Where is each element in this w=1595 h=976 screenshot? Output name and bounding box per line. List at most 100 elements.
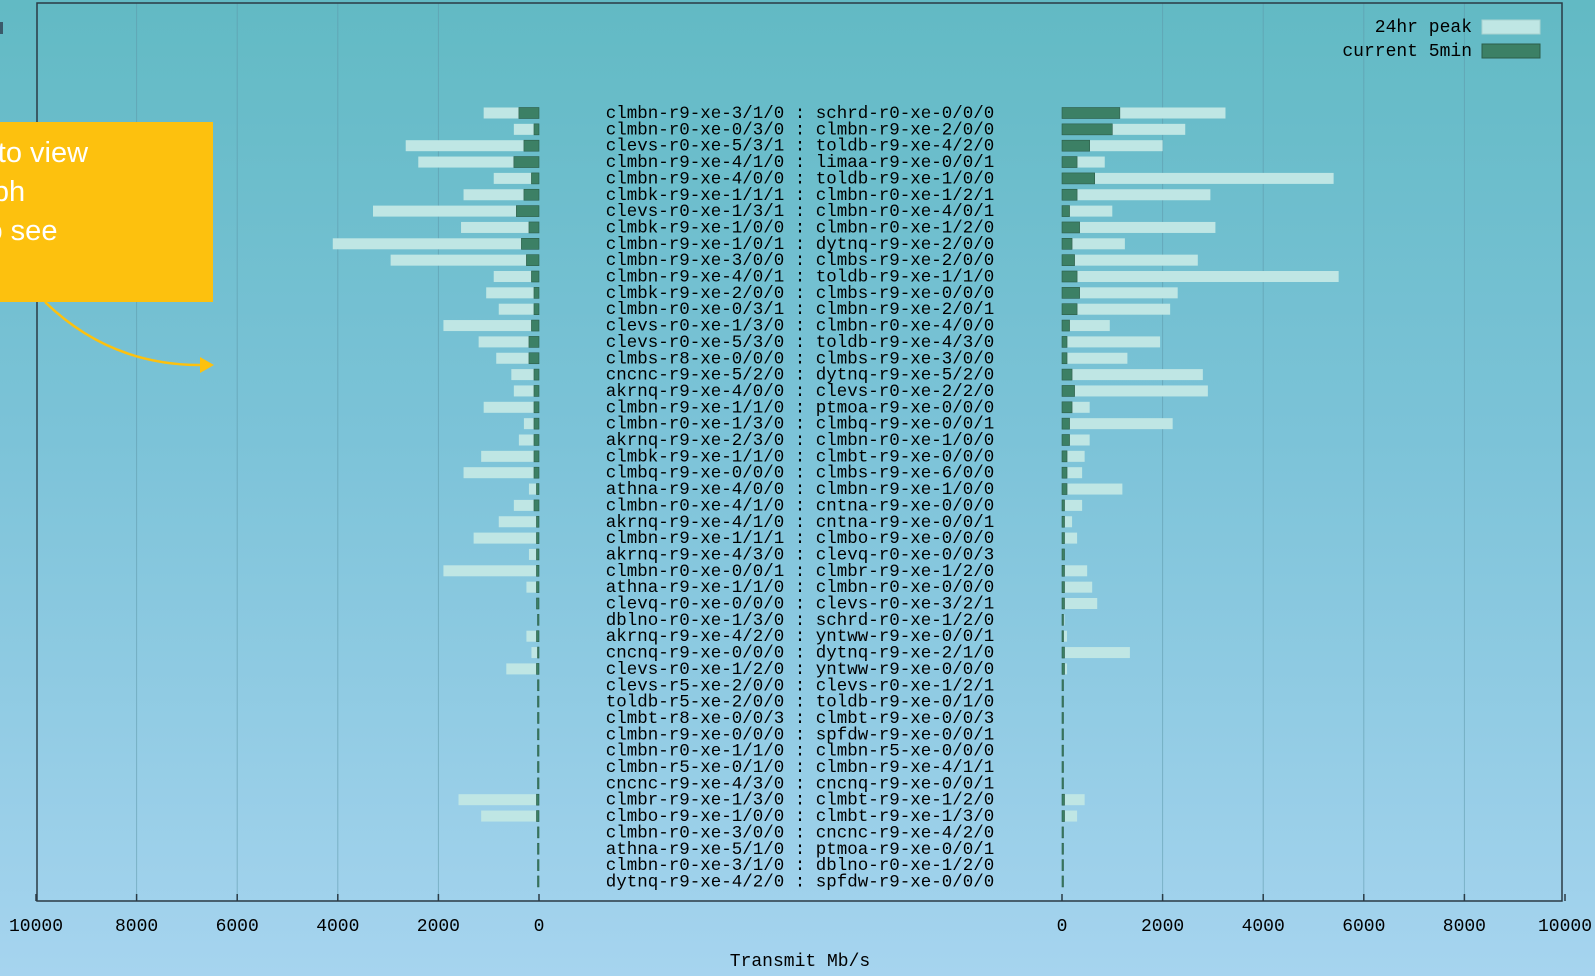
- bar-24hr-peak-left: [513, 123, 539, 135]
- bar-current-5min-left: [537, 712, 540, 724]
- callout-arrow: [44, 301, 214, 373]
- link-label: clmbn-r9-xe-4/1/0 : limaa-r9-xe-0/0/1: [606, 153, 995, 173]
- link-label: clmbn-r0-xe-3/0/0 : cncnc-r9-xe-4/2/0: [606, 823, 995, 843]
- link-label: akrnq-r9-xe-4/1/0 : cntna-r9-xe-0/0/1: [606, 513, 995, 533]
- bar-current-5min-left: [536, 597, 540, 610]
- bar-24hr-peak-right: [1062, 467, 1083, 479]
- bar-current-5min-left: [533, 287, 540, 299]
- bar-current-5min-left: [533, 401, 540, 414]
- bar-current-5min-left: [536, 515, 540, 528]
- link-label: dblno-r0-xe-1/3/0 : schrd-r0-xe-1/2/0: [606, 611, 995, 631]
- link-label: clmbk-r9-xe-1/1/1 : clmbn-r0-xe-1/2/1: [606, 186, 995, 206]
- bar-24hr-peak-right: [1062, 238, 1125, 250]
- bar-24hr-peak-right: [1062, 336, 1161, 348]
- bar-24hr-peak-right: [1062, 172, 1334, 184]
- link-label: clevq-r0-xe-0/0/0 : clevs-r0-xe-3/2/1: [606, 595, 995, 615]
- bar-current-5min-right: [1061, 761, 1064, 773]
- link-label: clmbn-r0-xe-0/3/0 : clmbn-r9-xe-2/0/0: [606, 120, 995, 140]
- bar-current-5min-right: [1061, 352, 1068, 365]
- annotation-callout: a link to view s Graph aph to see ory: [0, 122, 213, 302]
- bar-24hr-peak-left: [526, 581, 539, 593]
- bar-current-5min-left: [521, 238, 540, 250]
- bar-current-5min-left: [536, 564, 540, 577]
- bar-current-5min-right: [1061, 336, 1068, 348]
- link-label: clmbn-r9-xe-4/0/1 : toldb-r9-xe-1/1/0: [606, 268, 995, 288]
- link-label: clmbn-r9-xe-0/0/0 : spfdw-r9-xe-0/0/1: [606, 725, 995, 745]
- x-tick-label-left: 10000: [9, 917, 63, 937]
- bar-24hr-peak-left: [461, 221, 539, 233]
- link-label: clmbk-r9-xe-1/1/0 : clmbt-r9-xe-0/0/0: [606, 447, 995, 467]
- link-label: akrnq-r9-xe-4/3/0 : clevq-r0-xe-0/0/3: [606, 545, 995, 565]
- link-label: clmbn-r9-xe-1/1/0 : ptmoa-r9-xe-0/0/0: [606, 398, 995, 418]
- bar-24hr-peak-left: [463, 467, 539, 479]
- bar-current-5min-right: [1061, 793, 1065, 806]
- bar-24hr-peak-right: [1062, 271, 1339, 282]
- link-label: clmbn-r0-xe-1/1/0 : clmbn-r5-xe-0/0/0: [606, 742, 995, 762]
- bar-current-5min-left: [533, 123, 540, 136]
- bar-24hr-peak-left: [523, 418, 539, 430]
- bar-current-5min-left: [533, 385, 540, 397]
- link-label: clmbn-r0-xe-3/1/0 : dblno-r0-xe-1/2/0: [606, 856, 995, 876]
- bar-current-5min-left: [536, 548, 540, 561]
- bar-current-5min-left: [528, 336, 540, 348]
- bar-24hr-peak-left: [526, 630, 539, 642]
- bar-current-5min-right: [1061, 270, 1078, 283]
- link-label: cncnc-r9-xe-5/2/0 : dytnq-r9-xe-5/2/0: [606, 366, 995, 386]
- bar-current-5min-left: [536, 532, 540, 544]
- bar-24hr-peak-right: [1062, 434, 1090, 446]
- link-labels: clmbn-r9-xe-3/1/0 : schrd-r0-xe-0/0/0clm…: [606, 104, 995, 892]
- x-tick-label-left: 8000: [115, 917, 158, 937]
- bar-24hr-peak-right: [1062, 483, 1123, 495]
- bar-current-5min-left: [518, 107, 540, 119]
- bar-current-5min-right: [1061, 663, 1065, 675]
- link-label: toldb-r5-xe-2/0/0 : toldb-r9-xe-0/1/0: [606, 693, 995, 713]
- bar-24hr-peak-left: [513, 499, 539, 511]
- link-label: clevs-r5-xe-2/0/0 : clevs-r0-xe-1/2/1: [606, 676, 995, 696]
- bar-24hr-peak-left: [486, 287, 539, 299]
- bar-24hr-peak-right: [1062, 532, 1078, 544]
- arrowhead-icon: [200, 357, 214, 373]
- link-label: athna-r9-xe-1/1/0 : clmbn-r0-xe-0/0/0: [606, 578, 995, 598]
- bar-24hr-peak-left: [332, 238, 539, 250]
- x-tick-label-left: 0: [534, 917, 545, 937]
- bar-current-5min-right: [1061, 368, 1073, 381]
- bar-current-5min-left: [533, 466, 540, 479]
- link-label: clmbn-r9-xe-4/0/0 : toldb-r9-xe-1/0/0: [606, 169, 995, 189]
- bar-24hr-peak-left: [443, 565, 539, 577]
- bar-current-5min-right: [1061, 319, 1070, 332]
- bar-24hr-peak-left: [458, 794, 539, 806]
- bar-current-5min-right: [1061, 630, 1064, 643]
- bar-current-5min-right: [1061, 172, 1095, 185]
- bar-24hr-peak-right: [1062, 189, 1211, 201]
- bar-current-5min-left: [537, 761, 540, 773]
- bar-current-5min-right: [1061, 123, 1113, 136]
- link-label: athna-r9-xe-4/0/0 : clmbn-r9-xe-1/0/0: [606, 480, 995, 500]
- bar-24hr-peak-left: [463, 189, 539, 201]
- link-label: akrnq-r9-xe-2/3/0 : clmbn-r0-xe-1/0/0: [606, 431, 995, 451]
- bar-current-5min-right: [1061, 581, 1065, 593]
- bar-current-5min-right: [1061, 221, 1080, 234]
- bar-current-5min-right: [1061, 515, 1065, 528]
- bar-current-5min-left: [533, 417, 540, 430]
- bar-24hr-peak-left: [483, 107, 539, 119]
- bar-current-5min-right: [1061, 238, 1073, 250]
- bar-current-5min-right: [1061, 777, 1064, 790]
- link-label: clmbs-r8-xe-0/0/0 : clmbs-r9-xe-3/0/0: [606, 349, 995, 369]
- bar-current-5min-left: [537, 614, 540, 626]
- bar-24hr-peak-right: [1062, 598, 1098, 609]
- x-tick-label-right: 0: [1057, 917, 1068, 937]
- bar-current-5min-left: [536, 793, 540, 806]
- bar-24hr-peak-right: [1062, 287, 1178, 299]
- bar-24hr-peak-left: [483, 401, 539, 413]
- bar-current-5min-left: [537, 842, 540, 855]
- bar-current-5min-left: [531, 270, 540, 283]
- bar-24hr-peak-right: [1062, 401, 1090, 413]
- bar-current-5min-right: [1061, 810, 1065, 822]
- bar-current-5min-right: [1061, 417, 1070, 430]
- bar-current-5min-right: [1061, 614, 1064, 626]
- link-label: clmbk-r9-xe-1/0/0 : clmbn-r0-xe-1/2/0: [606, 218, 995, 238]
- bar-current-5min-right: [1061, 483, 1068, 495]
- bar-24hr-peak-left: [443, 320, 539, 332]
- bar-24hr-peak-right: [1062, 205, 1113, 217]
- bar-24hr-peak-right: [1062, 156, 1105, 168]
